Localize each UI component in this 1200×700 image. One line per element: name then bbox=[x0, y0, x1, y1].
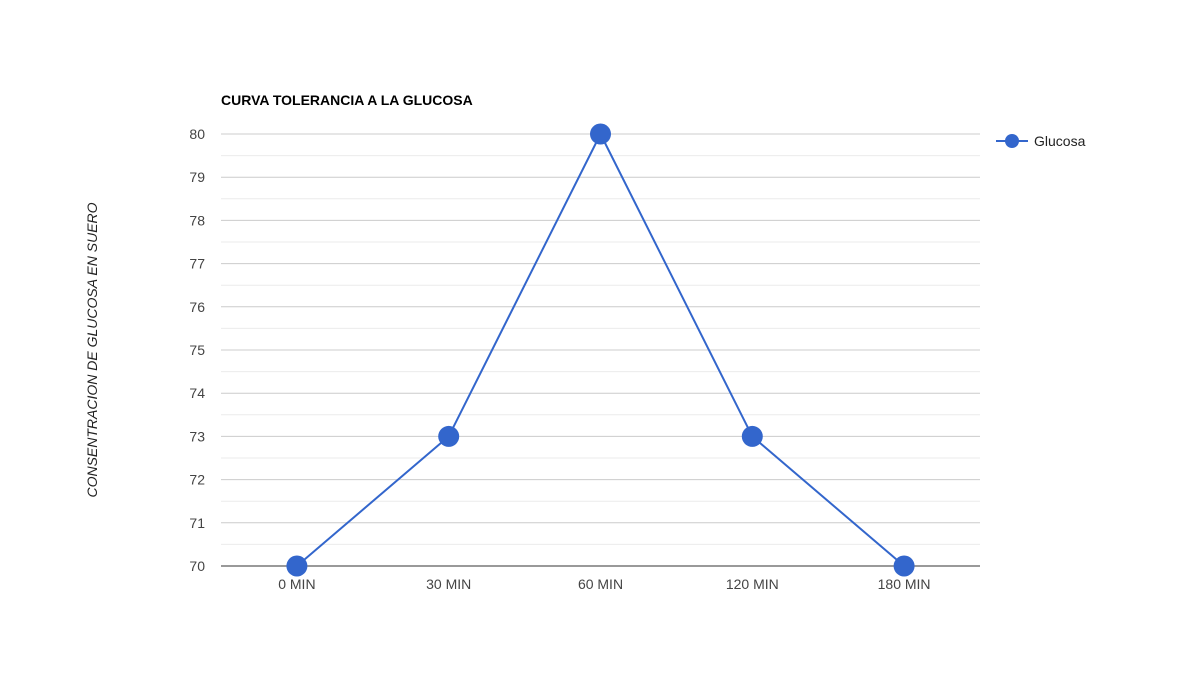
data-point[interactable] bbox=[438, 425, 460, 447]
y-tick-label: 78 bbox=[189, 212, 205, 228]
data-point[interactable] bbox=[590, 123, 611, 145]
tick-labels: 70 71 72 73 74 75 76 77 78 79 80 0 MIN 30 MIN 60 MIN 1… bbox=[189, 126, 930, 592]
x-tick-label: 60 MIN bbox=[578, 576, 623, 592]
data-point[interactable] bbox=[741, 425, 763, 447]
series-layer bbox=[286, 123, 915, 577]
x-tick-label: 120 MIN bbox=[726, 576, 779, 592]
y-tick-label: 80 bbox=[189, 126, 205, 142]
y-tick-label: 77 bbox=[189, 256, 205, 272]
gridlines bbox=[221, 133, 980, 567]
legend[interactable]: Glucosa bbox=[996, 133, 1086, 149]
y-tick-label: 72 bbox=[189, 472, 205, 488]
legend-label-glucosa: Glucosa bbox=[1034, 133, 1086, 149]
y-tick-label: 74 bbox=[189, 385, 205, 401]
y-tick-label: 76 bbox=[189, 299, 205, 315]
y-tick-label: 73 bbox=[189, 428, 205, 444]
y-tick-label: 75 bbox=[189, 342, 205, 358]
x-tick-label: 30 MIN bbox=[426, 576, 471, 592]
x-tick-label: 180 MIN bbox=[878, 576, 931, 592]
y-tick-label: 70 bbox=[189, 558, 205, 574]
chart-title: CURVA TOLERANCIA A LA GLUCOSA bbox=[221, 92, 473, 108]
legend-marker bbox=[1005, 134, 1019, 148]
data-point[interactable] bbox=[893, 555, 915, 577]
y-tick-label: 79 bbox=[189, 169, 205, 185]
x-tick-label: 0 MIN bbox=[278, 576, 315, 592]
data-point[interactable] bbox=[286, 555, 308, 577]
y-axis-title: CONSENTRACION DE GLUCOSA EN SUERO bbox=[84, 202, 100, 497]
y-tick-label: 71 bbox=[189, 515, 205, 531]
